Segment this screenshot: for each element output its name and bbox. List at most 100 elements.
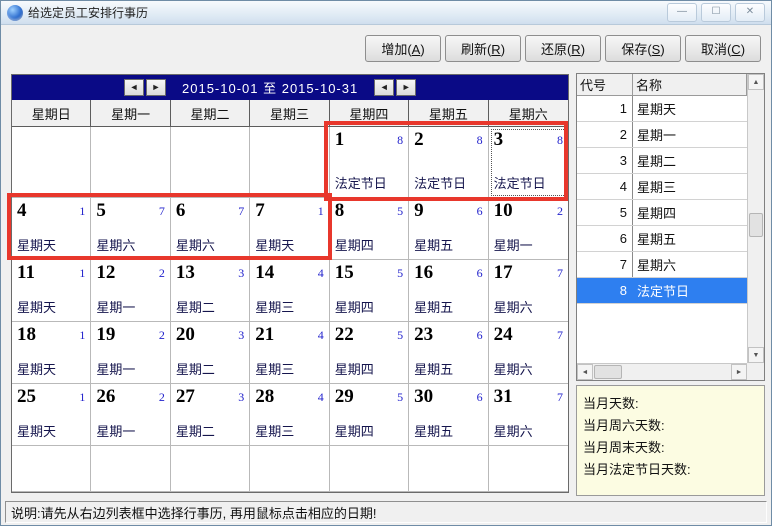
calendar-empty-cell[interactable] (170, 127, 251, 198)
status-text: 说明:请先从右边列表框中选择行事历, 再用鼠标点击相应的日期! (11, 505, 377, 521)
calendar-empty-cell[interactable] (488, 446, 568, 492)
date-range-label: 2015-10-01 至 2015-10-31 (182, 81, 359, 96)
calendar-day-cell[interactable]: 20 3 星期二 (170, 322, 251, 384)
calendar-day-cell[interactable]: 7 1 星期天 (250, 198, 330, 260)
day-number: 3 (493, 129, 504, 150)
day-type-code: 4 (317, 328, 324, 342)
day-type-label: 星期三 (255, 424, 295, 439)
calendar-day-cell[interactable]: 16 6 星期五 (409, 260, 489, 322)
weekday-header: 星期三 (250, 100, 330, 127)
calendar-day-cell[interactable]: 22 5 星期四 (329, 322, 410, 384)
calendar-day-cell[interactable]: 27 3 星期二 (170, 384, 251, 446)
calendar-empty-cell[interactable] (409, 446, 489, 492)
calendar-empty-cell[interactable] (250, 446, 330, 492)
calendar-day-cell[interactable]: 6 7 星期六 (170, 198, 251, 260)
weekday-header: 星期日 (12, 100, 92, 127)
calendar-day-cell[interactable]: 2 8 法定节日 (409, 127, 489, 198)
weekday-header: 星期一 (91, 100, 171, 127)
day-number: 14 (255, 262, 275, 283)
list-item[interactable]: 1 星期天 (577, 96, 747, 122)
calendar-day-cell[interactable]: 13 3 星期二 (170, 260, 251, 322)
calendar-day-cell[interactable]: 4 1 星期天 (12, 198, 92, 260)
calendar-day-cell[interactable]: 30 6 星期五 (409, 384, 489, 446)
calendar-day-cell[interactable]: 17 7 星期六 (488, 260, 568, 322)
calendar-day-cell[interactable]: 11 1 星期天 (12, 260, 92, 322)
weekday-header: 星期二 (170, 100, 251, 127)
list-item-code: 8 (577, 278, 633, 303)
next-month-button-2[interactable]: ► (396, 79, 417, 96)
calendar-empty-cell[interactable] (91, 127, 171, 198)
calendar-day-cell[interactable]: 19 2 星期一 (91, 322, 171, 384)
list-item[interactable]: 3 星期二 (577, 148, 747, 174)
minimize-icon[interactable]: — (667, 3, 697, 22)
list-item-code: 3 (577, 148, 633, 173)
prev-month-button[interactable]: ◄ (124, 79, 144, 96)
horizontal-scrollbar[interactable]: ◄ ► (577, 363, 747, 380)
calendar-empty-cell[interactable] (91, 446, 171, 492)
calendar-day-cell[interactable]: 29 5 星期四 (329, 384, 410, 446)
summary-line: 当月法定节日天数: (583, 462, 691, 477)
list-item[interactable]: 6 星期五 (577, 226, 747, 252)
calendar-empty-cell[interactable] (329, 446, 410, 492)
toolbar-button[interactable]: 取消(C) (685, 35, 761, 62)
close-icon[interactable]: ✕ (735, 3, 765, 22)
calendar-day-cell[interactable]: 18 1 星期天 (12, 322, 92, 384)
calendar-day-cell[interactable]: 21 4 星期三 (250, 322, 330, 384)
calendar-empty-cell[interactable] (12, 127, 92, 198)
toolbar-button[interactable]: 增加(A) (365, 35, 441, 62)
calendar-nav-bar: ◄ ► 2015-10-01 至 2015-10-31 ◄ ► (12, 75, 568, 100)
vertical-scrollbar[interactable]: ▲ ▼ (747, 74, 764, 363)
day-number: 7 (255, 200, 265, 221)
list-item[interactable]: 8 法定节日 (577, 278, 747, 304)
calendar-day-cell[interactable]: 15 5 星期四 (329, 260, 410, 322)
list-item-name: 星期二 (637, 154, 677, 169)
day-type-code: 7 (557, 328, 563, 342)
horizontal-scroll-thumb[interactable] (594, 365, 622, 379)
day-type-code: 6 (476, 328, 483, 342)
calendar-day-cell[interactable]: 9 6 星期五 (409, 198, 489, 260)
list-item[interactable]: 4 星期三 (577, 174, 747, 200)
horizontal-scroll-track[interactable] (593, 364, 731, 380)
scroll-right-icon[interactable]: ► (731, 364, 747, 380)
calendar-empty-cell[interactable] (170, 446, 251, 492)
calendar-day-cell[interactable]: 14 4 星期三 (250, 260, 330, 322)
calendar-day-cell[interactable]: 3 8 法定节日 (488, 127, 568, 198)
list-item[interactable]: 2 星期一 (577, 122, 747, 148)
calendar-day-cell[interactable]: 5 7 星期六 (91, 198, 171, 260)
calendar-day-cell[interactable]: 10 2 星期一 (488, 198, 568, 260)
calendar-day-cell[interactable]: 23 6 星期五 (409, 322, 489, 384)
toolbar-button[interactable]: 刷新(R) (445, 35, 521, 62)
day-type-label: 星期天 (17, 300, 57, 315)
calendar-day-cell[interactable]: 25 1 星期天 (12, 384, 92, 446)
next-month-button[interactable]: ► (146, 79, 166, 96)
list-item[interactable]: 7 星期六 (577, 252, 747, 278)
calendar-day-cell[interactable]: 24 7 星期六 (488, 322, 568, 384)
day-number: 5 (96, 200, 106, 221)
calendar-day-cell[interactable]: 12 2 星期一 (91, 260, 171, 322)
calendar-day-cell[interactable]: 8 5 星期四 (329, 198, 410, 260)
list-item[interactable]: 5 星期四 (577, 200, 747, 226)
day-type-code: 6 (476, 390, 483, 404)
vertical-scroll-track[interactable] (748, 90, 764, 347)
day-number: 21 (255, 324, 275, 345)
scroll-left-icon[interactable]: ◄ (577, 364, 593, 380)
day-number: 6 (175, 200, 186, 221)
calendar-empty-cell[interactable] (12, 446, 92, 492)
day-number: 20 (175, 324, 195, 345)
scrollbar-corner (747, 363, 764, 380)
left-arrow-icon: ◄ (129, 82, 139, 92)
prev-month-button-2[interactable]: ◄ (374, 79, 395, 96)
day-number: 10 (493, 200, 513, 221)
toolbar-button[interactable]: 保存(S) (605, 35, 681, 62)
scroll-up-icon[interactable]: ▲ (748, 74, 764, 90)
calendar-day-cell[interactable]: 31 7 星期六 (488, 384, 568, 446)
day-number: 27 (175, 386, 195, 407)
maximize-icon[interactable]: ☐ (701, 3, 731, 22)
toolbar-button[interactable]: 还原(R) (525, 35, 601, 62)
calendar-day-cell[interactable]: 26 2 星期一 (91, 384, 171, 446)
calendar-day-cell[interactable]: 28 4 星期三 (250, 384, 330, 446)
vertical-scroll-thumb[interactable] (749, 213, 763, 238)
calendar-day-cell[interactable]: 1 8 法定节日 (329, 127, 410, 198)
scroll-down-icon[interactable]: ▼ (748, 347, 764, 363)
calendar-empty-cell[interactable] (250, 127, 330, 198)
